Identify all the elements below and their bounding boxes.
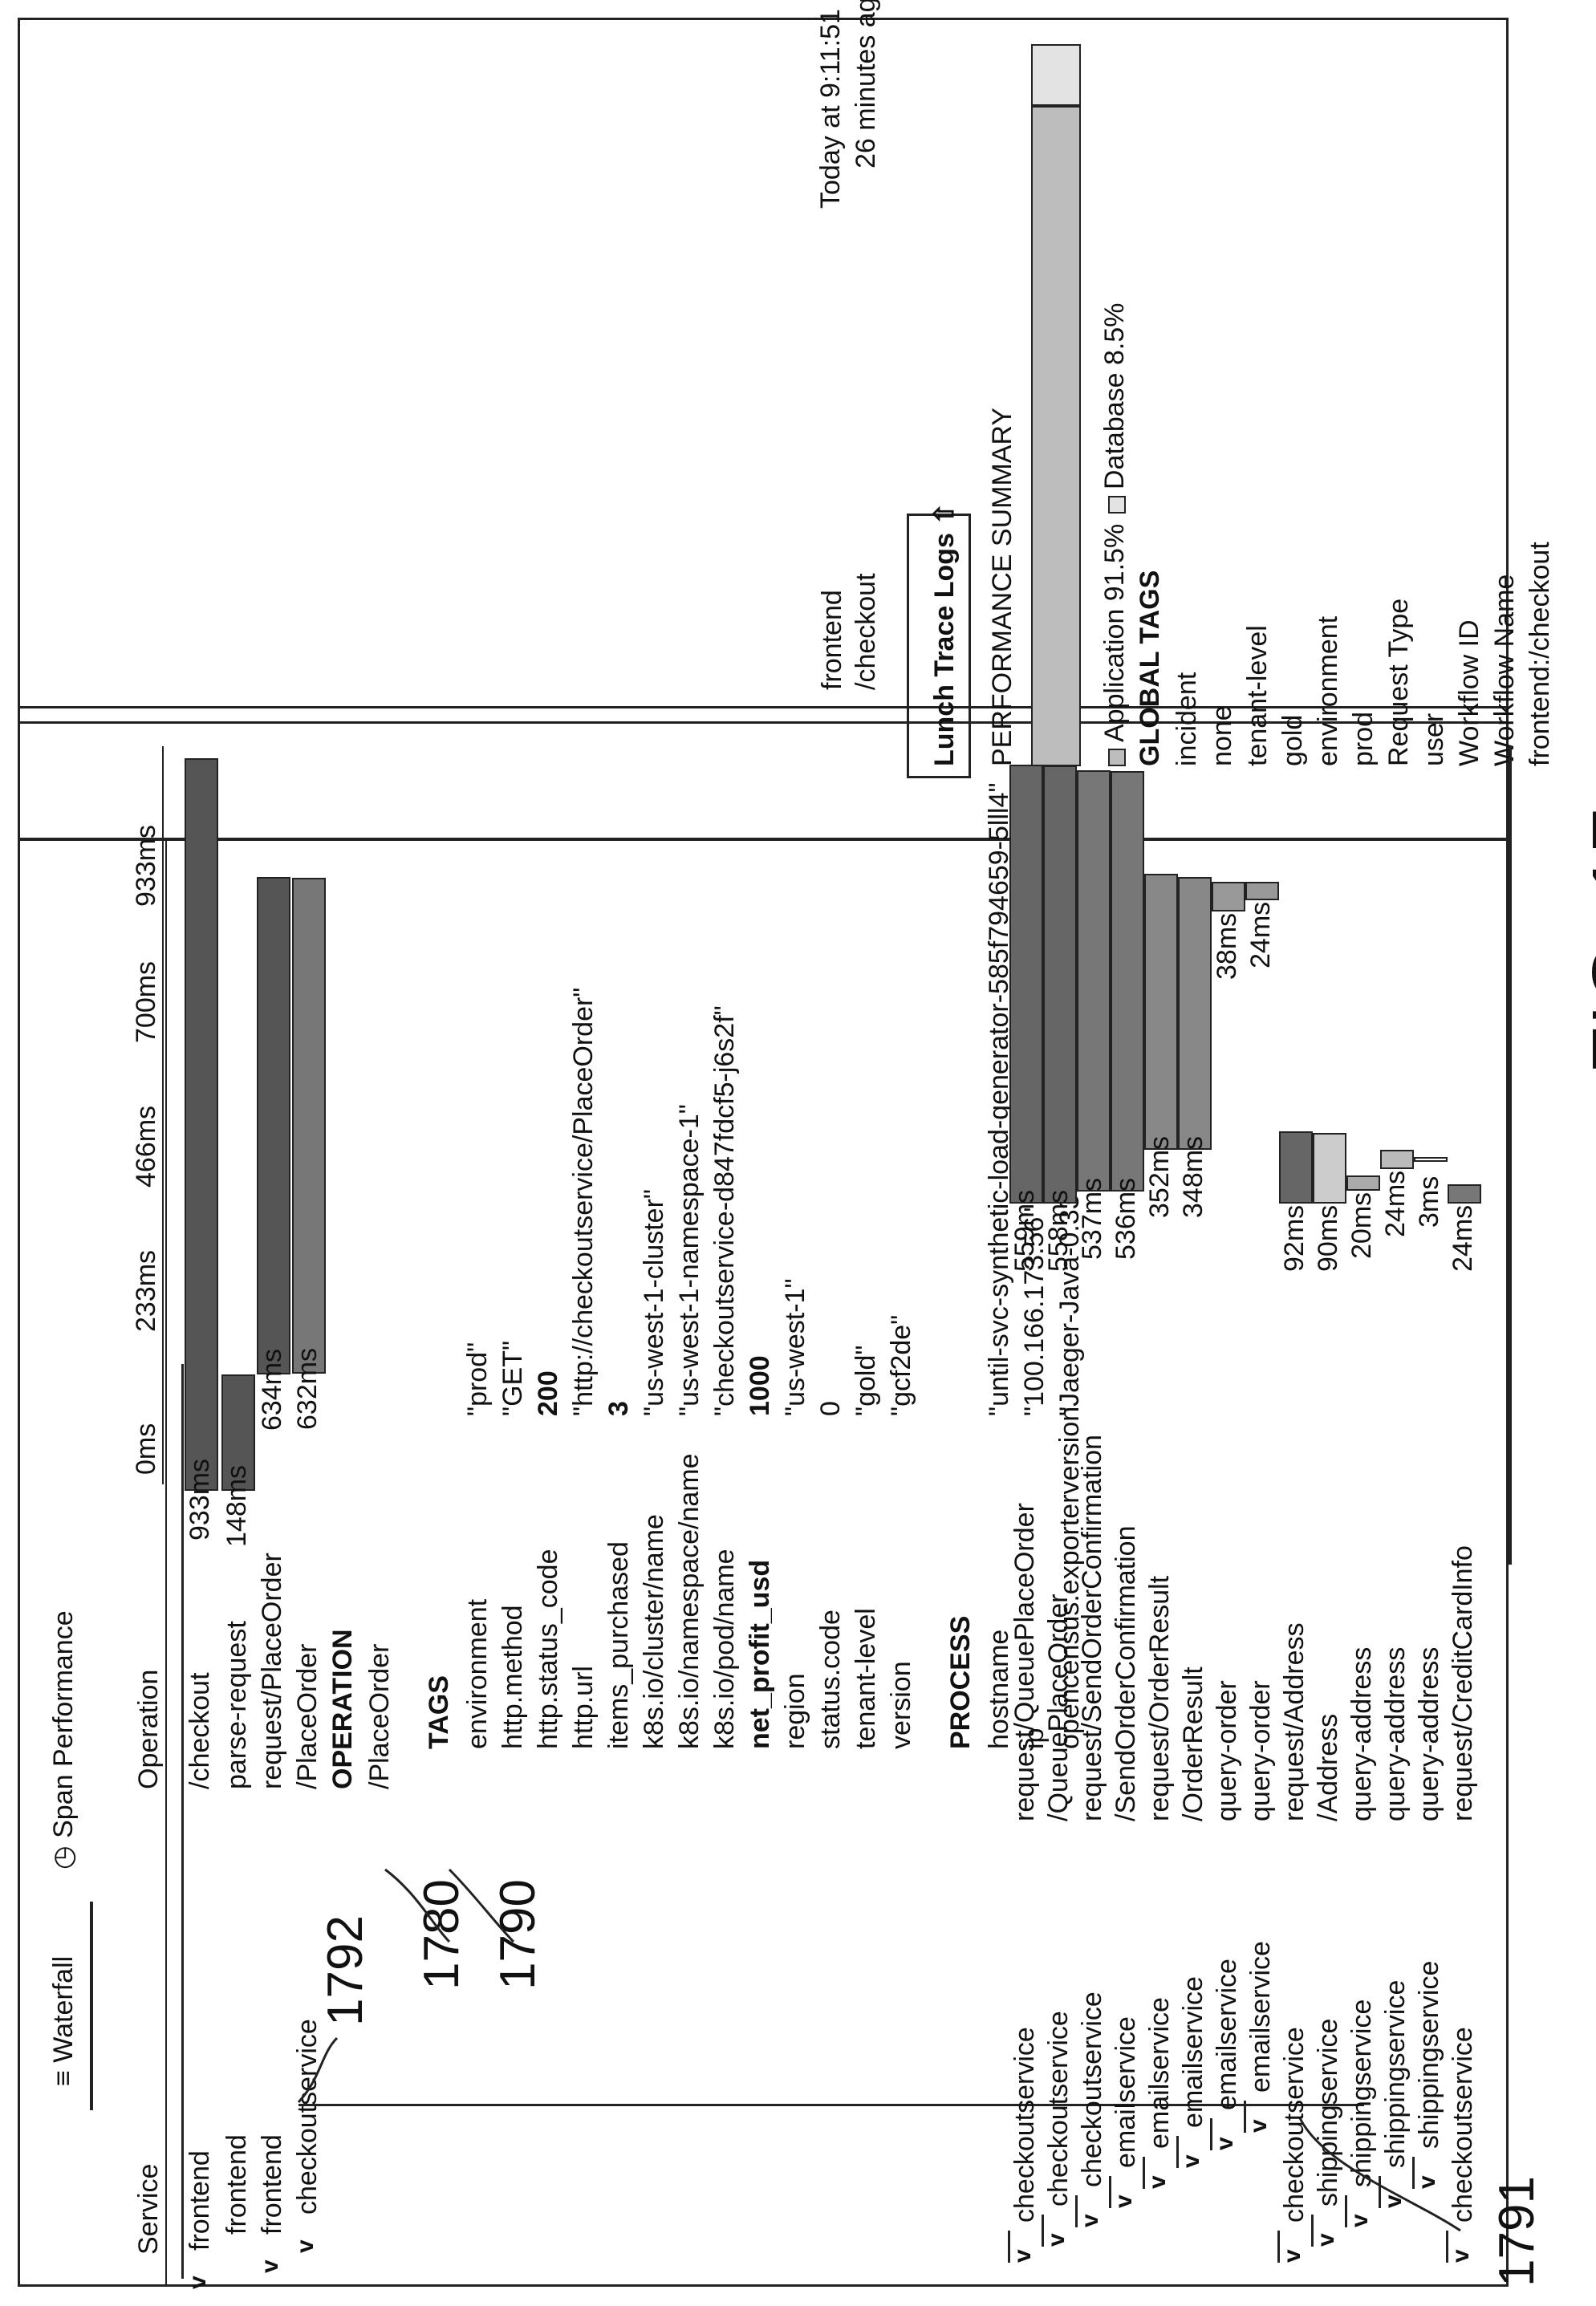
span-bar [292,877,326,1374]
leader-1791 [1298,2117,1461,2232]
leader-1792 [297,2036,339,2104]
span-bar [1111,770,1144,1192]
span-bar [1245,881,1279,901]
panel-divider [18,706,1509,724]
tree-line [1143,2157,1145,2189]
span-bar [185,758,218,1491]
perf-bar-application [1031,105,1081,766]
span-bar [221,1374,255,1491]
detail-panel [18,18,1509,840]
span-bar [1144,873,1178,1151]
tree-line [1176,2136,1179,2168]
tree-line [1244,2101,1246,2133]
span-bar [1448,1184,1481,1204]
span-bar [1009,764,1043,1204]
span-bar [1380,1150,1414,1169]
tree-line [1109,2176,1111,2208]
span-bar [1043,765,1077,1204]
tree-line [1311,2215,1314,2247]
tree-line [1412,2157,1415,2189]
span-bar [1313,1132,1346,1204]
tree-line [1042,2215,1044,2247]
tree-line [1345,2195,1347,2227]
span-bar [257,876,290,1375]
figure-label: FIG. 17 [1576,807,1596,1075]
span-bar [1212,881,1245,911]
axis-line [162,746,164,1484]
span-bar [1077,769,1111,1192]
lunch-trace-logs-button[interactable] [907,514,971,778]
tree-line [1210,2118,1212,2150]
span-bar [1346,1175,1380,1192]
tree-line [1075,2195,1078,2227]
perf-bar-database [1031,44,1081,106]
scroll-divider [1509,746,1512,1565]
span-bar [1414,1157,1448,1163]
header-divider [165,838,167,2287]
tree-line [1379,2176,1381,2208]
tree-line [1277,2231,1280,2263]
span-bar [1178,876,1212,1151]
leader-1780 [384,1868,451,1943]
tab-underline [90,1902,93,2110]
tree-line [181,1364,184,2279]
span-bar [1279,1131,1313,1204]
leader-1790 [448,1868,515,1943]
tree-line [1446,2231,1448,2263]
tree-line [298,2104,1364,2106]
tree-line [1008,2231,1010,2263]
